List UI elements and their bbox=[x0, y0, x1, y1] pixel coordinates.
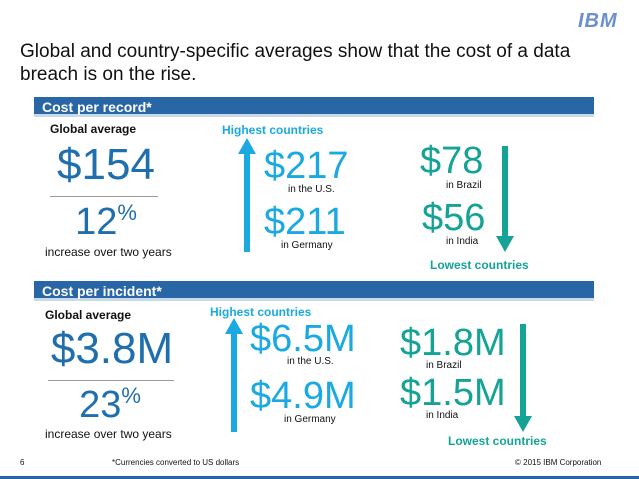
page-number: 6 bbox=[20, 458, 25, 467]
global-value: $3.8M bbox=[50, 324, 174, 373]
highest-value: $211 bbox=[264, 201, 346, 243]
highest-value: $217 bbox=[264, 145, 349, 187]
increase-unit: % bbox=[117, 200, 137, 225]
divider bbox=[48, 380, 174, 381]
up-arrow bbox=[225, 318, 243, 432]
increase-value: 23 bbox=[79, 384, 122, 426]
down-arrow bbox=[496, 146, 514, 252]
highest-country: in the U.S. bbox=[287, 356, 334, 367]
highest-value: $4.9M bbox=[250, 375, 356, 417]
highest-label: Highest countries bbox=[222, 123, 324, 137]
highest-country: in Germany bbox=[281, 240, 333, 251]
global-label: Global average bbox=[50, 122, 137, 136]
footnote: *Currencies converted to US dollars bbox=[112, 458, 240, 467]
up-arrow bbox=[238, 138, 256, 252]
lowest-value: $78 bbox=[420, 140, 484, 182]
global-label: Global average bbox=[45, 308, 132, 322]
lowest-label: Lowest countries bbox=[448, 434, 547, 448]
lowest-country: in Brazil bbox=[426, 360, 462, 371]
global-value: $154 bbox=[57, 140, 155, 189]
bottom-rule bbox=[0, 476, 639, 479]
increase-value: 12 bbox=[75, 201, 118, 243]
increase: 23% bbox=[40, 383, 180, 427]
lowest-value: $1.5M bbox=[400, 372, 506, 414]
down-arrow bbox=[514, 324, 532, 432]
increase-text: increase over two years bbox=[45, 427, 172, 441]
increase-unit: % bbox=[121, 383, 141, 408]
section-heading: Cost per record* bbox=[34, 97, 594, 117]
increase-text: increase over two years bbox=[45, 245, 172, 259]
copyright: © 2015 IBM Corporation bbox=[515, 458, 602, 467]
lowest-value: $56 bbox=[422, 197, 486, 239]
highest-label: Highest countries bbox=[210, 305, 312, 319]
highest-country: in the U.S. bbox=[288, 184, 335, 195]
section-heading: Cost per incident* bbox=[34, 281, 594, 301]
increase: 12% bbox=[36, 200, 176, 244]
lowest-country: in Brazil bbox=[446, 180, 482, 191]
lowest-country: in India bbox=[426, 410, 459, 421]
lowest-value: $1.8M bbox=[400, 322, 506, 364]
slide-title: Global and country-specific averages sho… bbox=[20, 41, 571, 85]
highest-country: in Germany bbox=[284, 414, 336, 425]
divider bbox=[50, 196, 158, 197]
lowest-country: in India bbox=[446, 236, 479, 247]
logo: IBM bbox=[578, 10, 618, 32]
lowest-label: Lowest countries bbox=[430, 258, 529, 272]
highest-value: $6.5M bbox=[250, 318, 356, 360]
